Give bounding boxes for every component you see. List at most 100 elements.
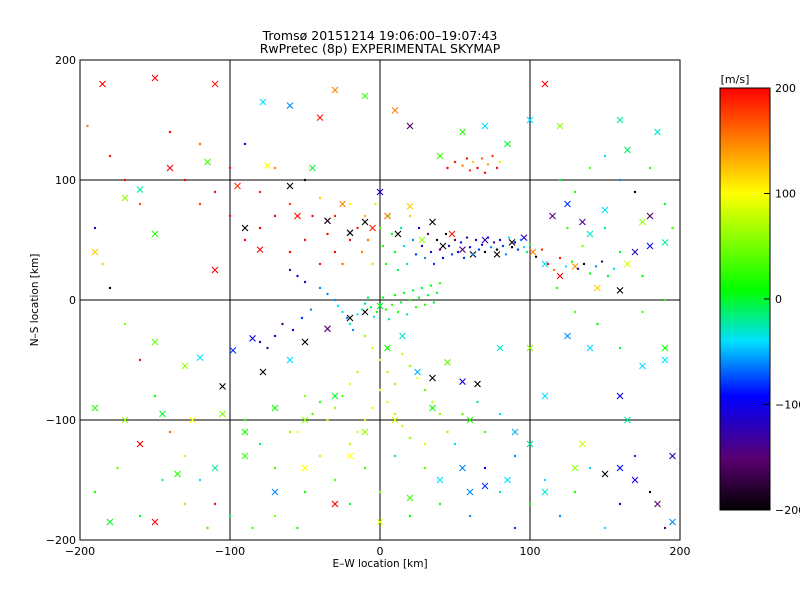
dot-marker xyxy=(453,442,457,446)
dot-marker xyxy=(596,322,599,326)
colorbar-tick-label: 100 xyxy=(775,188,796,201)
dot-marker xyxy=(206,526,209,530)
x-marker xyxy=(406,494,414,502)
dot-marker xyxy=(618,250,622,254)
x-marker xyxy=(219,383,226,390)
dot-marker xyxy=(480,243,484,246)
x-marker xyxy=(459,464,466,472)
dot-marker xyxy=(326,232,329,236)
x-marker xyxy=(346,229,354,237)
y-axis-label: N–S location [km] xyxy=(29,254,41,347)
colorbar-tick-label: −100 xyxy=(775,399,800,412)
x-marker xyxy=(286,182,294,190)
dot-marker xyxy=(348,322,352,326)
dot-marker xyxy=(168,130,172,134)
dot-marker xyxy=(414,253,418,256)
x-marker xyxy=(616,116,624,124)
dot-marker xyxy=(348,502,352,506)
dot-marker xyxy=(416,376,419,380)
x-marker xyxy=(429,218,436,226)
x-marker xyxy=(493,251,501,258)
x-marker xyxy=(256,246,264,253)
dot-marker xyxy=(318,286,322,290)
dot-marker xyxy=(612,267,616,270)
dot-marker xyxy=(566,226,569,230)
grid-lines xyxy=(80,60,680,540)
x-marker xyxy=(361,428,369,436)
dot-marker xyxy=(498,238,502,242)
x-marker xyxy=(418,236,426,244)
dot-marker xyxy=(522,246,526,249)
x-marker xyxy=(211,80,219,88)
dot-marker xyxy=(555,286,559,290)
x-marker xyxy=(646,212,654,220)
dot-marker xyxy=(408,214,412,218)
dot-marker xyxy=(401,352,404,356)
dot-marker xyxy=(288,268,292,272)
dot-marker xyxy=(341,394,344,398)
dot-marker xyxy=(486,163,490,166)
y-tick-label: 100 xyxy=(55,174,76,187)
dot-marker xyxy=(461,164,464,167)
x-marker xyxy=(414,368,421,376)
dot-marker xyxy=(618,178,622,182)
dot-marker xyxy=(326,418,329,422)
dot-marker xyxy=(588,166,592,170)
dot-marker xyxy=(477,248,481,251)
dot-marker xyxy=(291,328,295,332)
dot-marker xyxy=(296,526,299,530)
dot-marker xyxy=(251,526,254,530)
dot-marker xyxy=(366,238,370,242)
dot-marker xyxy=(456,250,460,254)
dot-marker xyxy=(228,166,232,170)
dot-marker xyxy=(429,250,433,254)
x-marker xyxy=(174,470,181,478)
x-marker xyxy=(151,230,159,238)
x-marker xyxy=(324,217,331,225)
dot-marker xyxy=(468,169,472,172)
y-tick-label: −100 xyxy=(46,414,76,427)
dot-marker xyxy=(423,466,427,470)
x-marker xyxy=(639,362,646,370)
dot-marker xyxy=(311,412,314,416)
dot-marker xyxy=(513,241,517,244)
x-tick-label: −200 xyxy=(65,545,95,558)
x-marker xyxy=(616,464,624,472)
dot-marker xyxy=(633,454,637,458)
dot-marker xyxy=(93,490,97,494)
dot-marker xyxy=(381,296,385,299)
x-marker xyxy=(541,80,549,88)
dot-marker xyxy=(507,236,511,239)
dot-marker xyxy=(333,406,337,410)
dot-marker xyxy=(393,454,397,458)
dot-marker xyxy=(318,400,322,404)
x-tick-label: 200 xyxy=(670,545,691,558)
x-marker xyxy=(234,182,241,190)
dot-marker xyxy=(386,400,389,404)
dot-marker xyxy=(603,226,607,230)
x-marker xyxy=(151,74,159,82)
x-marker xyxy=(541,488,549,496)
dot-marker xyxy=(438,412,442,416)
dot-marker xyxy=(108,286,112,290)
x-marker xyxy=(391,107,399,114)
dot-marker xyxy=(581,244,584,248)
x-marker xyxy=(504,476,511,484)
x-marker xyxy=(436,476,444,484)
x-marker xyxy=(661,356,669,364)
dot-marker xyxy=(371,346,374,350)
dot-marker xyxy=(438,502,442,506)
dot-marker xyxy=(243,238,247,242)
x-marker xyxy=(526,440,534,448)
dot-marker xyxy=(228,514,232,518)
x-marker xyxy=(241,452,249,460)
dot-marker xyxy=(258,442,262,446)
dot-marker xyxy=(438,248,442,251)
x-marker xyxy=(541,260,549,268)
x-marker xyxy=(361,218,369,226)
dot-marker xyxy=(371,262,374,266)
dot-marker xyxy=(296,430,299,434)
x-marker xyxy=(204,158,211,166)
dot-marker xyxy=(431,400,434,404)
